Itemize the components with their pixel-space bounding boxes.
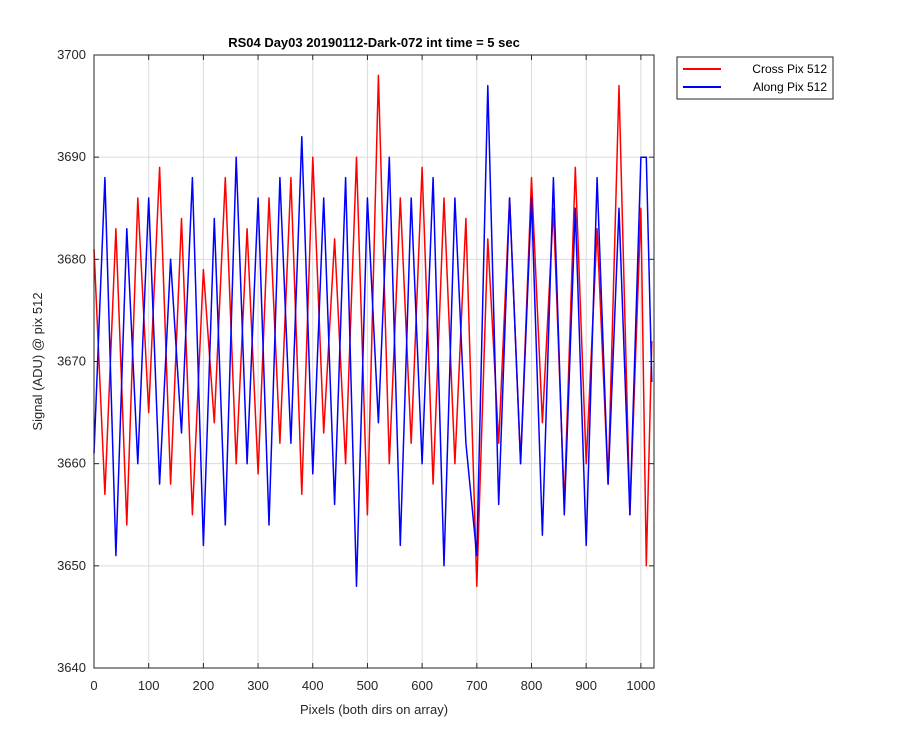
x-tick-label: 200 xyxy=(193,678,215,693)
legend-label-cross: Cross Pix 512 xyxy=(752,62,827,76)
y-tick-label: 3670 xyxy=(57,354,86,369)
x-tick-label: 100 xyxy=(138,678,160,693)
legend-label-along: Along Pix 512 xyxy=(753,80,827,94)
x-tick-label: 500 xyxy=(357,678,379,693)
x-tick-label: 800 xyxy=(521,678,543,693)
y-tick-label: 3660 xyxy=(57,456,86,471)
x-tick-label: 600 xyxy=(411,678,433,693)
x-tick-label: 400 xyxy=(302,678,324,693)
y-tick-label: 3650 xyxy=(57,558,86,573)
y-tick-label: 3680 xyxy=(57,251,86,266)
axis-ticks: 0 100 200 300 400 500 600 700 800 900 1000 3640 3650… xyxy=(57,47,655,693)
x-tick-label: 1000 xyxy=(626,678,655,693)
y-axis-label: Signal (ADU) @ pix 512 xyxy=(30,292,45,430)
series-line-along-pix-512 xyxy=(93,84,653,588)
x-tick-label: 700 xyxy=(466,678,488,693)
data-series xyxy=(93,74,653,588)
y-tick-label: 3640 xyxy=(57,660,86,675)
legend: Cross Pix 512 Along Pix 512 xyxy=(676,56,834,100)
x-axis-label: Pixels (both dirs on array) xyxy=(300,702,448,717)
y-tick-label: 3700 xyxy=(57,47,86,62)
y-tick-label: 3690 xyxy=(57,149,86,164)
x-tick-label: 0 xyxy=(90,678,97,693)
x-tick-label: 900 xyxy=(575,678,597,693)
x-tick-label: 300 xyxy=(247,678,269,693)
chart-title: RS04 Day03 20190112-Dark-072 int time = … xyxy=(228,35,520,50)
legend-box xyxy=(676,56,834,100)
